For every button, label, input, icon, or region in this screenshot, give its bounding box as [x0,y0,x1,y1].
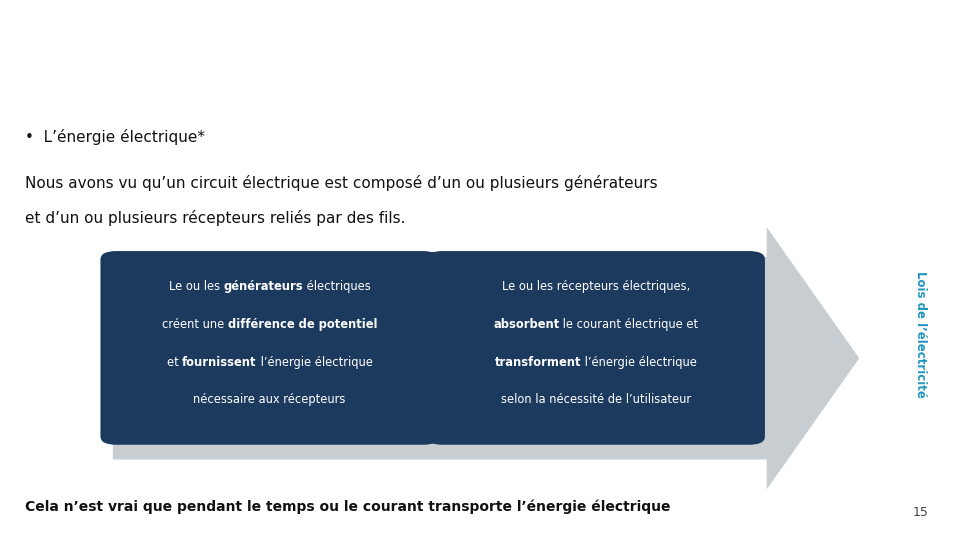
Text: et: et [167,356,182,369]
Polygon shape [113,227,859,489]
FancyBboxPatch shape [101,251,439,445]
Text: Nous avons vu qu’un circuit électrique est composé d’un ou plusieurs générateurs: Nous avons vu qu’un circuit électrique e… [25,176,658,192]
FancyBboxPatch shape [426,251,765,445]
Text: selon la nécessité de l’utilisateur: selon la nécessité de l’utilisateur [501,394,691,407]
Text: l’énergie électrique: l’énergie électrique [581,356,697,369]
Text: différence de potentiel: différence de potentiel [228,318,377,331]
Text: générateurs: générateurs [224,280,303,293]
Text: Le ou les récepteurs électriques,: Le ou les récepteurs électriques, [502,280,690,293]
Text: électriques: électriques [303,280,371,293]
Text: Etude thermique d’un circuit électrique: Etude thermique d’un circuit électrique [19,21,855,59]
Text: créent une: créent une [162,318,228,331]
Text: •  L’énergie électrique*: • L’énergie électrique* [25,130,204,145]
Text: nécessaire aux récepteurs: nécessaire aux récepteurs [194,394,346,407]
Text: et d’un ou plusieurs récepteurs reliés par des fils.: et d’un ou plusieurs récepteurs reliés p… [25,210,405,226]
Text: fournissent: fournissent [182,356,256,369]
Text: transforment: transforment [494,356,581,369]
Text: le courant électrique et: le courant électrique et [560,318,699,331]
Text: absorbent: absorbent [493,318,560,331]
Text: l’énergie électrique: l’énergie électrique [256,356,372,369]
Text: Le ou les: Le ou les [169,280,224,293]
Polygon shape [910,10,931,70]
Text: Cela n’est vrai que pendant le temps ou le courant transporte l’énergie électriq: Cela n’est vrai que pendant le temps ou … [25,500,670,514]
Text: 15: 15 [913,507,928,519]
Text: Lois de l’électricité: Lois de l’électricité [914,272,927,398]
